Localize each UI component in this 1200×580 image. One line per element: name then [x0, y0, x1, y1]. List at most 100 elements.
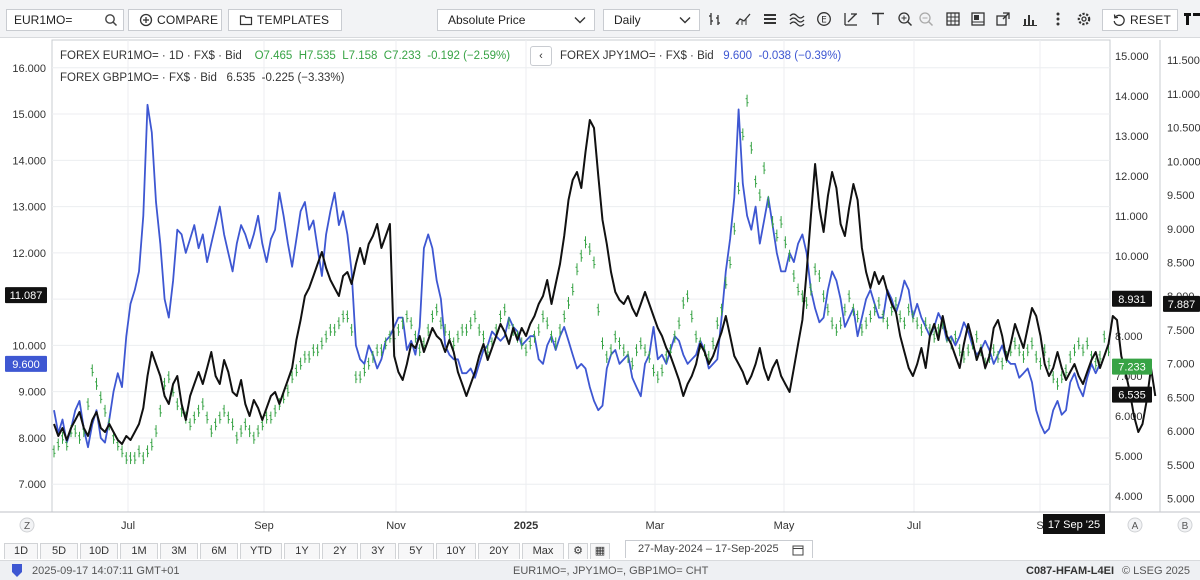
axis-corner-badge: [1127, 517, 1143, 533]
y-tick-label: 11.000: [1115, 211, 1148, 223]
crosshair-date-tag: [1043, 514, 1105, 534]
legend-jpy[interactable]: FOREX JPY1MO= · FX$ · Bid 9.600 -0.038 (…: [560, 50, 841, 62]
add-circle-icon: [139, 13, 153, 27]
range-button-1y[interactable]: 1Y: [284, 543, 320, 559]
waves-icon[interactable]: [789, 11, 805, 27]
range-button-1m[interactable]: 1M: [120, 543, 158, 559]
y-tick-label: 10.500: [1167, 123, 1200, 135]
axis-corner-label: Z: [24, 521, 30, 532]
range-bar: 1D 5D 10D 1M 3M 6M YTD 1Y 2Y 3Y 5Y 10Y 20Y Max ⚙ ▦: [0, 540, 1200, 560]
y-tick-label: 6.000: [1115, 411, 1143, 423]
export-icon[interactable]: [995, 11, 1011, 27]
brand-logo-icon: [1184, 13, 1200, 25]
crosshair-date-label: 17 Sep '25: [1048, 519, 1100, 531]
x-tick-label: 2025: [514, 520, 538, 532]
plot-frame: [51, 39, 1111, 513]
axis-value-marker: [1112, 290, 1152, 307]
price-type-dropdown[interactable]: Absolute Price: [437, 9, 595, 31]
list-icon[interactable]: [762, 11, 778, 27]
range-button-6m[interactable]: 6M: [200, 543, 238, 559]
chart-layout-icon[interactable]: [970, 11, 986, 27]
period-dropdown[interactable]: Daily: [603, 9, 700, 31]
y-tick-label: 9.500: [1167, 190, 1195, 202]
y-tick-label: 12.000: [12, 248, 46, 260]
events-icon[interactable]: E: [816, 11, 832, 27]
x-tick-label: Mar: [646, 520, 665, 532]
compare-button[interactable]: COMPARE: [128, 9, 222, 31]
axis-corner-badge: [19, 517, 35, 533]
chevron-down-icon: [679, 17, 691, 24]
y-tick-label: 5.000: [1115, 451, 1143, 463]
y-tick-label: 13.000: [12, 202, 46, 214]
reset-button[interactable]: RESET: [1102, 9, 1178, 31]
legend-eur-open: O7.465: [254, 50, 293, 62]
range-button-1d[interactable]: 1D: [4, 543, 38, 559]
range-button-max[interactable]: Max: [522, 543, 564, 559]
price-chart[interactable]: Jul Sep Nov 2025 Mar May Jul S 16.000 15.000 14.00…: [0, 38, 1200, 540]
range-button-10d[interactable]: 10D: [80, 543, 118, 559]
axis-corner-label: B: [1182, 521, 1189, 532]
legend-jpy-change: -0.038 (−0.39%): [758, 50, 842, 62]
y-tick-label: 13.000: [1115, 131, 1149, 143]
date-range-picker[interactable]: 27-May-2024 – 17-Sep-2025: [625, 540, 813, 558]
calendar-icon: [792, 545, 804, 556]
compare-label: COMPARE: [157, 13, 219, 27]
draw-tools-icon[interactable]: [843, 11, 859, 27]
x-tick-label: S: [1036, 520, 1043, 532]
x-tick-label: Jul: [121, 520, 135, 532]
range-settings-icon[interactable]: ⚙: [568, 543, 588, 559]
axis-value-marker-label: 7.887: [1168, 299, 1196, 311]
axis-value-marker: [5, 355, 47, 372]
templates-button[interactable]: TEMPLATES: [228, 9, 342, 31]
axis-corner-badge: [1177, 517, 1193, 533]
status-timestamp: 2025-09-17 14:07:11 GMT+01: [32, 565, 180, 577]
y-tick-label: 14.000: [12, 155, 46, 167]
text-tool-icon[interactable]: [870, 11, 886, 27]
y-tick-label: 11.500: [1167, 55, 1200, 67]
folder-icon: [239, 15, 253, 26]
range-button-20y[interactable]: 20Y: [478, 543, 520, 559]
y-tick-label: 8.500: [1167, 258, 1195, 270]
stats-icon[interactable]: [1022, 11, 1038, 27]
axis-corner-label: A: [1132, 521, 1139, 532]
legend-gbp[interactable]: FOREX GBP1MO= · FX$ · Bid 6.535 -0.225 (…: [60, 72, 344, 84]
legend-eur-label: FOREX EUR1MO= · 1D · FX$ · Bid: [60, 50, 242, 62]
range-button-3m[interactable]: 3M: [160, 543, 198, 559]
y-tick-label: 10.000: [12, 340, 46, 352]
table-icon[interactable]: [945, 11, 961, 27]
y-tick-label: 10.000: [1167, 156, 1200, 168]
y-tick-label: 7.000: [1167, 359, 1195, 371]
legend-gbp-value: 6.535: [226, 72, 256, 84]
settings-icon[interactable]: [1076, 11, 1092, 27]
zoom-in-icon[interactable]: [897, 11, 913, 27]
indicators-icon[interactable]: [735, 11, 751, 27]
zoom-out-icon[interactable]: [918, 11, 934, 27]
date-range-value: 27-May-2024 – 17-Sep-2025: [638, 543, 779, 555]
range-button-10y[interactable]: 10Y: [436, 543, 476, 559]
legend-eur-high: H7.535: [298, 50, 336, 62]
templates-label: TEMPLATES: [257, 13, 330, 27]
legend-collapse-button[interactable]: ‹: [530, 46, 552, 66]
ric-input-value: EUR1MO=: [14, 13, 73, 27]
shield-icon: [12, 564, 22, 577]
range-button-5d[interactable]: 5D: [40, 543, 78, 559]
range-button-5y[interactable]: 5Y: [398, 543, 434, 559]
range-table-icon[interactable]: ▦: [590, 543, 610, 559]
axis-value-marker-label: 7.233: [1118, 362, 1146, 374]
range-button-ytd[interactable]: YTD: [240, 543, 282, 559]
x-tick-label: May: [774, 520, 795, 532]
legend-eur[interactable]: FOREX EUR1MO= · 1D · FX$ · Bid O7.465 H7…: [60, 50, 510, 62]
chart-toolbar: EUR1MO= COMPARE TEMPLATES Absolute Price…: [0, 0, 1200, 38]
axis-value-marker-label: 11.087: [10, 290, 43, 302]
range-button-3y[interactable]: 3Y: [360, 543, 396, 559]
axis-value-marker: [5, 287, 47, 304]
ric-search-input[interactable]: EUR1MO=: [6, 9, 124, 31]
range-button-2y[interactable]: 2Y: [322, 543, 358, 559]
legend-jpy-label: FOREX JPY1MO= · FX$ · Bid: [560, 50, 714, 62]
more-vertical-icon[interactable]: [1050, 11, 1066, 27]
legend-eur-change: -0.192 (−2.59%): [427, 50, 511, 62]
search-icon[interactable]: [104, 13, 118, 27]
bar-type-icon[interactable]: [708, 11, 724, 27]
status-bar: 2025-09-17 14:07:11 GMT+01 EUR1MO=, JPY1…: [0, 560, 1200, 580]
y-tick-label: 8.000: [1115, 331, 1143, 343]
